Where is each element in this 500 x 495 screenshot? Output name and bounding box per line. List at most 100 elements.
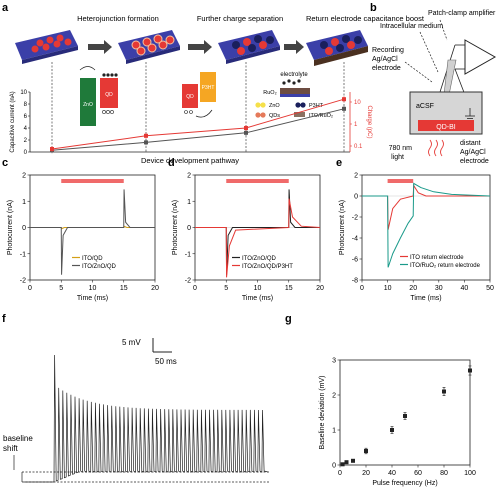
panel-b: Patch-clamp amplifier Intracellular medi… [372,10,497,165]
data-point [342,106,346,111]
panel-label-e: e [336,157,342,169]
y-axis-label: Photocurrent (nA) [172,200,179,255]
band-diagram-zno-qd: ZnO QD [79,66,118,126]
x-tick-label: 20 [409,285,417,292]
svg-text:RuO₂: RuO₂ [263,90,276,96]
label-light-2: light [391,154,404,161]
legend-entry: ITO/RuO₂ return electrode [410,263,481,269]
x-tick-label: 10 [254,285,262,292]
svg-text:ZnO: ZnO [269,103,280,109]
y-tick-label: -2 [185,278,191,285]
y-tick-label: 6 [24,114,28,120]
y-axis-label: Photocurrent (nA) [339,200,346,255]
y2-tick-label: 0.1 [354,144,363,150]
light-pulse-bar [61,179,124,183]
chart-d: 0 5 10 15 20 -2 -1 0 1 2 Time (ms) Photocurrent (nA… [172,173,324,303]
data-point [390,428,394,432]
y-tick-label: 0 [187,225,191,232]
stage-title-3: Return electrode capacitance boost [306,14,425,23]
series-line-1 [51,98,345,150]
label-distant-3: electrode [460,158,489,165]
plot-frame [339,359,471,466]
data-point [50,147,54,151]
device-tile-3 [218,30,280,64]
panel-label-c: c [2,157,8,169]
x-axis-label: Time (ms) [410,295,441,302]
y-tick-label: -1 [20,251,26,258]
data-point [340,462,345,467]
panel-label-b: b [370,2,377,14]
label-distant-1: distant [460,140,481,147]
amplifier-symbol [464,39,497,75]
chart-a: 0 2 4 6 8 10 0.1 1 10 Device development pathway C… [10,62,372,165]
y-tick-label: 0 [24,150,28,156]
qd-bi-device [418,120,474,131]
voltage-trace [24,354,269,483]
y2-tick-label: 1 [354,122,358,128]
series-line-1 [362,182,491,268]
y-tick-label: 2 [332,393,336,400]
label-recording-1: Recording [372,47,404,54]
legend-entry: ITO/ZnO/QD [82,264,117,270]
svg-text:QD: QD [105,92,113,98]
label-recording-3: electrode [372,65,401,72]
x-axis-label: Time (ms) [77,295,108,302]
chart-g: 0 20 40 60 80 100 0 1 2 3 Pulse frequency (Hz) Base… [319,358,476,488]
data-point [144,140,148,145]
x-tick-label: 0 [360,285,364,292]
y2-tick-label: 10 [354,100,361,106]
series-line-0 [362,183,490,230]
x-axis-label: Time (ms) [242,295,273,302]
legend-entry: ITO/ZnO/QD/P3HT [242,264,293,270]
light-wave-icon [428,139,444,157]
panel-label-a: a [2,2,9,14]
panel-a-legend: ZnO QDs P3HT ITO/RuO₂ [255,102,333,119]
device-tile-4 [306,30,368,66]
scale-mv-label: 5 mV [122,338,141,347]
chart-c: 0 5 10 15 20 -2 -1 0 1 2 Time (ms) Photocurrent (nA… [7,173,159,303]
y-tick-label: -4 [352,236,358,243]
x-tick-label: 0 [28,285,32,292]
data-point [342,97,346,102]
x-tick-label: 10 [89,285,97,292]
svg-text:ZnO: ZnO [83,102,93,108]
y-tick-label: 2 [354,173,358,180]
x-tick-label: 80 [440,470,448,477]
plot-frame [361,174,491,281]
x-tick-label: 60 [414,470,422,477]
panel-label-g: g [285,313,292,325]
y-tick-label: 8 [24,102,28,108]
band-diagram-qd-p3ht: QD P3HT [182,72,216,118]
y-tick-label: -6 [352,257,358,264]
legend-entry: ITO return electrode [410,255,464,261]
x-axis-label: Pulse frequency (Hz) [372,480,437,487]
progression-arrow [88,40,304,54]
y-tick-label: 0 [22,225,26,232]
x-tick-label: 30 [435,285,443,292]
x-tick-label: 5 [224,285,228,292]
label-recording-2: Ag/AgCl [372,56,398,63]
data-point [442,389,446,394]
device-tile-2 [118,30,180,64]
y-tick-label: 0 [332,463,336,470]
panel-label-d: d [168,157,175,169]
y-tick-label: 1 [22,199,26,206]
stage-title-1: Heterojunction formation [77,14,159,23]
x-tick-label: 50 [486,285,494,292]
x-tick-label: 15 [120,285,128,292]
x-tick-label: 5 [59,285,63,292]
data-point [351,458,355,463]
x-tick-label: 40 [461,285,469,292]
y-tick-label: -1 [185,251,191,258]
y-tick-label: 2 [187,173,191,180]
y-tick-label: -8 [352,278,358,285]
data-point [344,460,349,465]
y-axis-label: Capacitive current (nA) [10,91,16,152]
label-qd-bi: QD-BI [436,124,456,131]
svg-text:P3HT: P3HT [309,103,324,109]
x-tick-label: 20 [151,285,159,292]
membrane-trace [24,354,269,483]
light-pulse-bar [226,179,289,183]
x-tick-label: 20 [362,470,370,477]
